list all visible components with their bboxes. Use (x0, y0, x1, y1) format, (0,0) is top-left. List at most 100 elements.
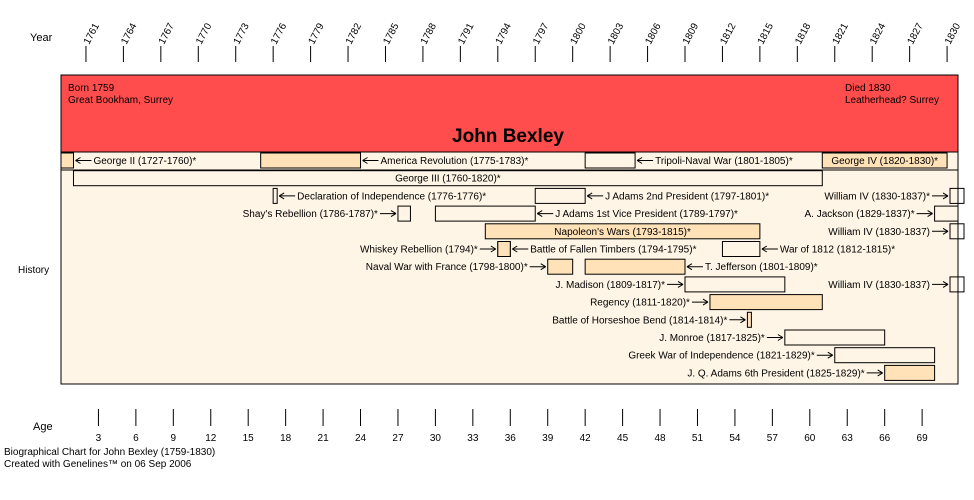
event-label: Napoleon's Wars (1793-1815)* (554, 227, 691, 238)
event-bar (949, 276, 965, 293)
event-arrow (932, 192, 949, 200)
age-tick-label: 48 (654, 433, 666, 444)
event-arrow (362, 157, 379, 164)
event-arrow (379, 210, 397, 218)
year-tick-label: 1824 (868, 21, 888, 46)
year-tick-label: 1782 (344, 21, 364, 46)
event-label: Regency (1811-1820)* (590, 298, 690, 309)
event-label: Naval War with France (1798-1800)* (366, 262, 528, 273)
event-bar (584, 152, 636, 169)
year-tick-label: 1779 (307, 21, 327, 46)
event-bar (784, 329, 886, 346)
event-arrow (766, 334, 784, 341)
year-tick-label: 1818 (793, 21, 813, 46)
age-tick-label: 24 (355, 433, 367, 444)
year-tick-label: 1770 (194, 21, 214, 46)
event-arrow (536, 210, 554, 218)
year-tick-label: 1773 (232, 21, 252, 46)
year-tick-label: 1788 (419, 21, 439, 46)
age-tick-label: 45 (617, 433, 629, 444)
event-bar (709, 294, 823, 311)
event-label: William IV (1830-1837) (828, 280, 930, 291)
year-axis: 1761 1764 1767 1770 1773 1776 1779 1782 1785 1788… (82, 21, 963, 62)
age-tick-label: 66 (879, 433, 891, 444)
event-arrow (691, 298, 709, 306)
history-events: George II (1727-1760)* America Revolution… (60, 152, 965, 381)
event-label: George III (1760-1820)* (395, 174, 501, 185)
event-label: Whiskey Rebellion (1794)* (360, 245, 478, 256)
event-arrow (686, 263, 703, 271)
event-bar (397, 205, 411, 222)
year-tick-label: 1797 (531, 21, 551, 46)
event-label: Battle of Horseshoe Bend (1814-1814)* (552, 315, 727, 326)
event-arrow (529, 263, 546, 271)
age-tick-label: 54 (729, 433, 741, 444)
event-arrow (816, 351, 834, 359)
age-tick-label: 9 (171, 433, 177, 444)
event-arrow (512, 245, 529, 253)
event-label: America Revolution (1775-1783)* (381, 156, 529, 167)
event-label: George IV (1820-1830)* (831, 156, 938, 167)
age-tick-label: 18 (280, 433, 292, 444)
year-tick-label: 1767 (157, 21, 177, 46)
event-bar (884, 364, 936, 381)
age-tick-label: 27 (392, 433, 404, 444)
event-label: Tripoli-Naval War (1801-1805)* (655, 156, 793, 167)
born-year-text: Born 1759 (68, 83, 115, 94)
event-bar (272, 187, 278, 204)
history-section-label: History (18, 265, 49, 276)
event-arrow (761, 245, 778, 253)
event-arrow (479, 245, 497, 253)
event-label: William IV (1830-1837)* (824, 191, 930, 202)
event-arrow (932, 280, 949, 288)
year-axis-label: Year (30, 32, 53, 44)
died-place-text: Leatherhead? Surrey (845, 95, 939, 106)
year-tick-label: 1809 (681, 21, 701, 46)
event-arrow (729, 316, 746, 324)
event-bar (484, 223, 761, 240)
event-arrow (916, 210, 933, 218)
year-tick-label: 1800 (569, 21, 589, 46)
event-label: J. Monroe (1817-1825)* (659, 333, 765, 344)
footer-caption: Biographical Chart for John Bexley (1759… (4, 447, 215, 458)
event-bar (497, 241, 511, 257)
age-tick-label: 30 (430, 433, 442, 444)
event-label: J Adams 1st Vice President (1789-1797)* (555, 209, 738, 220)
event-label: War of 1812 (1812-1815)* (780, 245, 895, 256)
age-tick-label: 15 (243, 433, 255, 444)
year-tick-label: 1764 (119, 21, 139, 46)
event-label: J. Madison (1809-1817)* (555, 280, 665, 291)
year-tick-label: 1776 (269, 21, 289, 46)
event-bar (746, 311, 752, 328)
event-label: T. Jefferson (1801-1809)* (705, 262, 818, 273)
footer-credit: Created with Genelines™ on 06 Sep 2006 (4, 459, 192, 470)
born-place-text: Great Bookham, Surrey (68, 95, 173, 106)
event-label: J Adams 2nd President (1797-1801)* (605, 191, 769, 202)
event-arrow (75, 157, 92, 164)
event-label: Battle of Fallen Timbers (1794-1795)* (530, 245, 696, 256)
event-bar (684, 276, 786, 293)
event-bar (721, 241, 761, 257)
year-tick-label: 1821 (831, 21, 851, 46)
event-label: Declaration of Independence (1776-1776)* (297, 191, 486, 202)
event-label: William IV (1830-1837) (828, 227, 930, 238)
age-axis: 3 6 9 12 15 18 21 24 27 30 33 36 39 42 45 48 51 54 57 60 63 6… (96, 409, 928, 444)
event-arrow (278, 192, 296, 200)
year-tick-label: 1791 (456, 21, 476, 46)
age-tick-label: 60 (804, 433, 816, 444)
event-bar (821, 152, 948, 169)
age-tick-label: 6 (133, 433, 139, 444)
age-tick-label: 12 (205, 433, 217, 444)
event-label: A. Jackson (1829-1837)* (805, 209, 915, 220)
age-tick-label: 42 (580, 433, 592, 444)
event-bar (949, 187, 965, 204)
person-name-title: John Bexley (452, 126, 564, 147)
event-bar (534, 187, 586, 204)
age-tick-label: 63 (842, 433, 854, 444)
event-bar (547, 258, 574, 275)
event-bar (584, 258, 686, 275)
event-bar (60, 152, 74, 169)
died-year-text: Died 1830 (845, 83, 891, 94)
age-tick-label: 39 (542, 433, 554, 444)
